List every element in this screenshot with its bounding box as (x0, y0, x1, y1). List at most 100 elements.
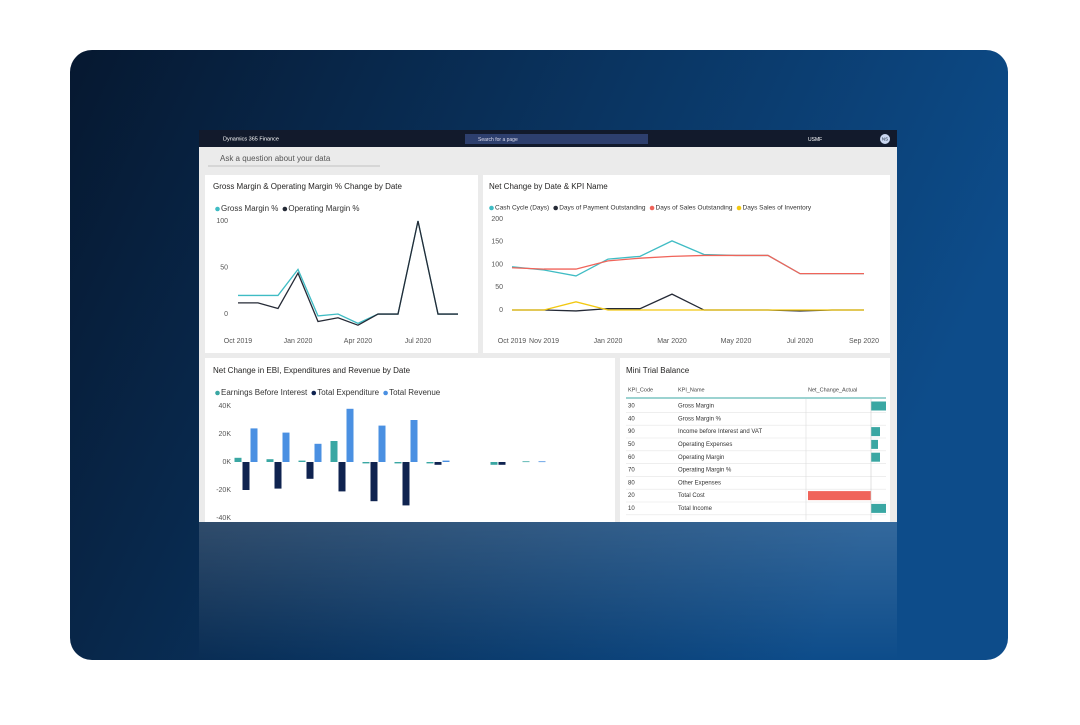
legend-marker (736, 205, 742, 211)
bar (330, 441, 338, 462)
line-series (511, 254, 864, 275)
column-header: KPI_Code (628, 387, 653, 393)
y-tick-label: 200 (491, 216, 503, 223)
y-tick-label: 50 (220, 264, 228, 271)
x-tick-label: Jul 2020 (405, 338, 432, 345)
kpi-bar (871, 439, 878, 449)
legend-marker (215, 390, 220, 396)
avatar[interactable] (880, 134, 890, 144)
legend-label: Earnings Before Interest (221, 388, 308, 397)
legend-label: Operating Margin % (288, 204, 359, 213)
kpi-code: 30 (628, 404, 635, 410)
y-tick-label: 40K (219, 403, 232, 410)
x-tick-label: Jul 2020 (787, 338, 814, 345)
bar (298, 460, 306, 462)
bar (306, 462, 314, 479)
bar (346, 408, 354, 462)
kpi-code: 40 (628, 416, 635, 422)
app-name: Dynamics 365 Finance (223, 136, 279, 142)
line-series (238, 220, 458, 326)
y-tick-label: 0K (222, 459, 231, 466)
legend-label: Days of Sales Outstanding (656, 205, 733, 212)
x-tick-label: Mar 2020 (657, 338, 687, 345)
bar (234, 457, 242, 462)
kpi-name: Other Expenses (678, 480, 721, 486)
bar (274, 462, 282, 489)
y-tick-label: -40K (216, 515, 231, 522)
bar (442, 460, 450, 462)
legend-label: Total Revenue (389, 388, 441, 397)
kpi-name: Gross Margin % (678, 416, 722, 422)
legend-marker (553, 205, 558, 211)
kpi-code: 60 (628, 455, 635, 461)
chart-title: Net Change in EBI, Expenditures and Reve… (213, 366, 411, 375)
x-tick-label: Nov 2019 (529, 338, 559, 345)
bar (394, 462, 402, 464)
chart-title: Gross Margin & Operating Margin % Change… (213, 182, 403, 191)
legend-label: Days Sales of Inventory (743, 205, 812, 212)
company[interactable]: USMF (808, 137, 822, 143)
bar (370, 462, 378, 502)
x-tick-label: Sep 2020 (849, 338, 879, 345)
kpi-bar (871, 401, 886, 411)
bar (242, 462, 250, 490)
x-tick-label: Apr 2020 (344, 338, 373, 345)
legend-label: Gross Margin % (221, 204, 278, 213)
qna[interactable]: Ask a question about your data (220, 154, 331, 163)
bar (266, 459, 274, 462)
bar (410, 420, 418, 462)
dashboard: Dynamics 365 Finance Search for a page U… (199, 130, 897, 522)
kpi-name: Gross Margin (678, 404, 714, 410)
bar (538, 461, 546, 463)
x-tick-label: May 2020 (721, 338, 752, 345)
y-tick-label: 150 (491, 239, 503, 246)
table-title: Mini Trial Balance (626, 366, 690, 375)
kpi-code: 70 (628, 468, 635, 474)
kpi-bar (871, 452, 880, 462)
kpi-name: Operating Expenses (678, 442, 732, 448)
y-tick-label: 100 (491, 261, 503, 268)
bar (434, 462, 442, 465)
panel (483, 175, 890, 353)
legend-marker (489, 205, 494, 211)
y-tick-label: 0 (224, 311, 228, 318)
search-box[interactable] (465, 134, 648, 144)
panel (205, 175, 478, 353)
legend-marker (649, 205, 655, 211)
reflection (199, 522, 897, 660)
x-tick-label: Oct 2019 (498, 338, 527, 345)
panel (205, 358, 615, 522)
kpi-name: Operating Margin % (678, 468, 732, 474)
bar (402, 462, 410, 506)
search-text[interactable]: Search for a page (478, 137, 518, 143)
kpi-code: 10 (628, 506, 635, 512)
legend-label: Days of Payment Outstanding (559, 205, 646, 212)
kpi-bar (871, 503, 886, 513)
line-series (512, 293, 864, 312)
kpi-code: 80 (628, 480, 635, 486)
kpi-name: Total Income (678, 506, 713, 512)
column-header: KPI_Name (678, 387, 705, 393)
avatar-text[interactable]: NS (882, 137, 888, 142)
bar (378, 425, 386, 462)
kpi-name: Income before Interest and VAT (678, 429, 762, 435)
bar (362, 462, 370, 464)
kpi-bar (871, 427, 880, 437)
legend-label: Cash Cycle (Days) (495, 205, 549, 212)
chart-title: Net Change by Date & KPI Name (489, 182, 608, 191)
x-tick-label: Jan 2020 (284, 338, 313, 345)
y-tick-label: 50 (495, 284, 503, 291)
bar (522, 461, 530, 463)
legend-marker (282, 206, 288, 212)
column-header: Net_Change_Actual (808, 387, 857, 393)
legend-marker (215, 206, 220, 212)
kpi-name: Operating Margin (678, 455, 724, 461)
bar (314, 443, 322, 462)
x-tick-label: Jan 2020 (594, 338, 623, 345)
kpi-code: 90 (628, 429, 635, 435)
legend-label: Total Expenditure (317, 388, 379, 397)
bar (490, 462, 498, 465)
x-tick-label: Oct 2019 (224, 338, 253, 345)
